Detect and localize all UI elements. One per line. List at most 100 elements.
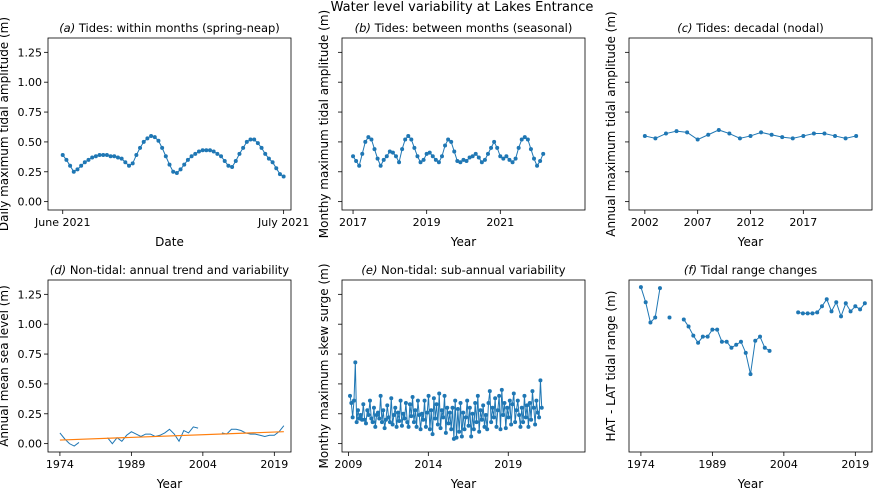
xlabel-e: Year xyxy=(450,477,476,488)
data-point-c xyxy=(727,131,732,136)
ytick-label-d: 0.75 xyxy=(18,348,43,361)
data-point-b xyxy=(443,143,448,148)
data-point-c xyxy=(748,133,753,138)
data-point-b xyxy=(455,159,460,164)
data-point-a xyxy=(60,153,65,158)
data-point-e xyxy=(358,412,363,417)
panel-title-text-e: Non-tidal: sub-annual variability xyxy=(377,263,565,277)
data-point-e xyxy=(421,417,426,422)
data-point-e xyxy=(507,398,512,403)
data-point-e xyxy=(505,405,510,410)
data-point-b xyxy=(415,154,420,159)
data-point-e xyxy=(534,398,539,403)
data-point-b xyxy=(467,155,472,160)
ytick-label-d: 1.25 xyxy=(18,288,43,301)
data-point-a xyxy=(101,153,106,158)
data-point-b xyxy=(366,135,371,140)
data-point-c xyxy=(769,132,774,137)
data-point-e xyxy=(441,415,446,420)
data-point-e xyxy=(489,420,494,425)
data-point-a xyxy=(163,154,168,159)
data-point-b xyxy=(492,139,497,144)
data-point-e xyxy=(422,398,427,403)
data-point-b xyxy=(476,155,481,160)
data-point-a xyxy=(97,153,102,158)
data-point-f xyxy=(748,372,753,377)
panel-title-text-a: Tides: within months (spring-neap) xyxy=(75,21,280,35)
data-point-b xyxy=(424,151,429,156)
series-line-e xyxy=(349,362,543,439)
data-point-e xyxy=(523,415,528,420)
data-point-e xyxy=(495,408,500,413)
axes-frame-b xyxy=(341,37,586,211)
panel-title-text-b: Tides: between months (seasonal) xyxy=(371,21,572,35)
panel-c: (c) Tides: decadal (nodal) 2002 2007 2012 20… xyxy=(604,11,873,249)
data-point-a xyxy=(219,154,224,159)
data-point-a xyxy=(145,136,150,141)
data-point-a xyxy=(244,139,249,144)
ytick-label-a: 0.50 xyxy=(18,136,43,149)
xtick-label-f: 1989 xyxy=(698,458,726,471)
data-point-a xyxy=(152,135,157,140)
data-point-f xyxy=(858,307,863,312)
panel-title-prefix-f: (f) xyxy=(684,263,697,277)
axes-frame-f xyxy=(628,279,873,453)
data-point-b xyxy=(418,160,423,165)
ytick-label-d: 0.00 xyxy=(18,438,43,451)
data-point-e xyxy=(454,435,459,440)
axes-frame-e xyxy=(341,279,586,453)
data-point-a xyxy=(134,153,139,158)
data-point-e xyxy=(458,401,463,406)
data-point-e xyxy=(391,412,396,417)
data-point-e xyxy=(483,412,488,417)
data-point-e xyxy=(355,408,360,413)
data-point-a xyxy=(263,151,268,156)
data-point-e xyxy=(526,424,531,429)
data-point-e xyxy=(394,424,399,429)
xtick-label-c: 2012 xyxy=(737,216,765,229)
data-point-e xyxy=(439,408,444,413)
data-point-a xyxy=(233,159,238,164)
data-point-e xyxy=(442,393,447,398)
data-point-a xyxy=(171,169,176,174)
data-point-a xyxy=(222,159,227,164)
data-point-b xyxy=(452,149,457,154)
data-point-a xyxy=(149,133,154,138)
data-point-a xyxy=(93,154,98,159)
xtick-label-d: 1974 xyxy=(46,458,74,471)
data-point-f xyxy=(686,324,691,329)
data-point-e xyxy=(450,405,455,410)
data-point-f xyxy=(819,304,824,309)
data-point-a xyxy=(189,154,194,159)
data-point-e xyxy=(366,412,371,417)
panel-title-a: (a) Tides: within months (spring-neap) xyxy=(59,21,280,35)
data-point-b xyxy=(519,137,524,142)
axes-frame-c xyxy=(628,37,873,211)
data-point-c xyxy=(737,136,742,141)
data-point-e xyxy=(461,410,466,415)
data-point-a xyxy=(123,160,128,165)
data-point-e xyxy=(369,416,374,421)
data-point-f xyxy=(743,350,748,355)
data-point-e xyxy=(515,398,520,403)
data-point-e xyxy=(423,424,428,429)
data-point-e xyxy=(530,389,535,394)
panel-title-prefix-c: (c) xyxy=(677,21,692,35)
data-point-f xyxy=(796,310,801,315)
panel-title-c: (c) Tides: decadal (nodal) xyxy=(677,21,824,35)
data-point-a xyxy=(90,155,95,160)
data-point-b xyxy=(351,154,356,159)
data-point-a xyxy=(115,155,120,160)
panel-title-d: (d) Non-tidal: annual trend and variabil… xyxy=(50,263,289,277)
data-point-f xyxy=(729,345,734,350)
data-point-e xyxy=(349,401,354,406)
data-point-e xyxy=(466,423,471,428)
data-point-e xyxy=(378,393,383,398)
data-point-e xyxy=(501,412,506,417)
data-point-a xyxy=(248,137,253,142)
data-point-f xyxy=(800,311,805,316)
data-point-e xyxy=(513,420,518,425)
ylabel-b: Monthy maximum tidal amplitude (m) xyxy=(317,10,331,238)
data-point-e xyxy=(395,410,400,415)
data-point-e xyxy=(402,416,407,421)
